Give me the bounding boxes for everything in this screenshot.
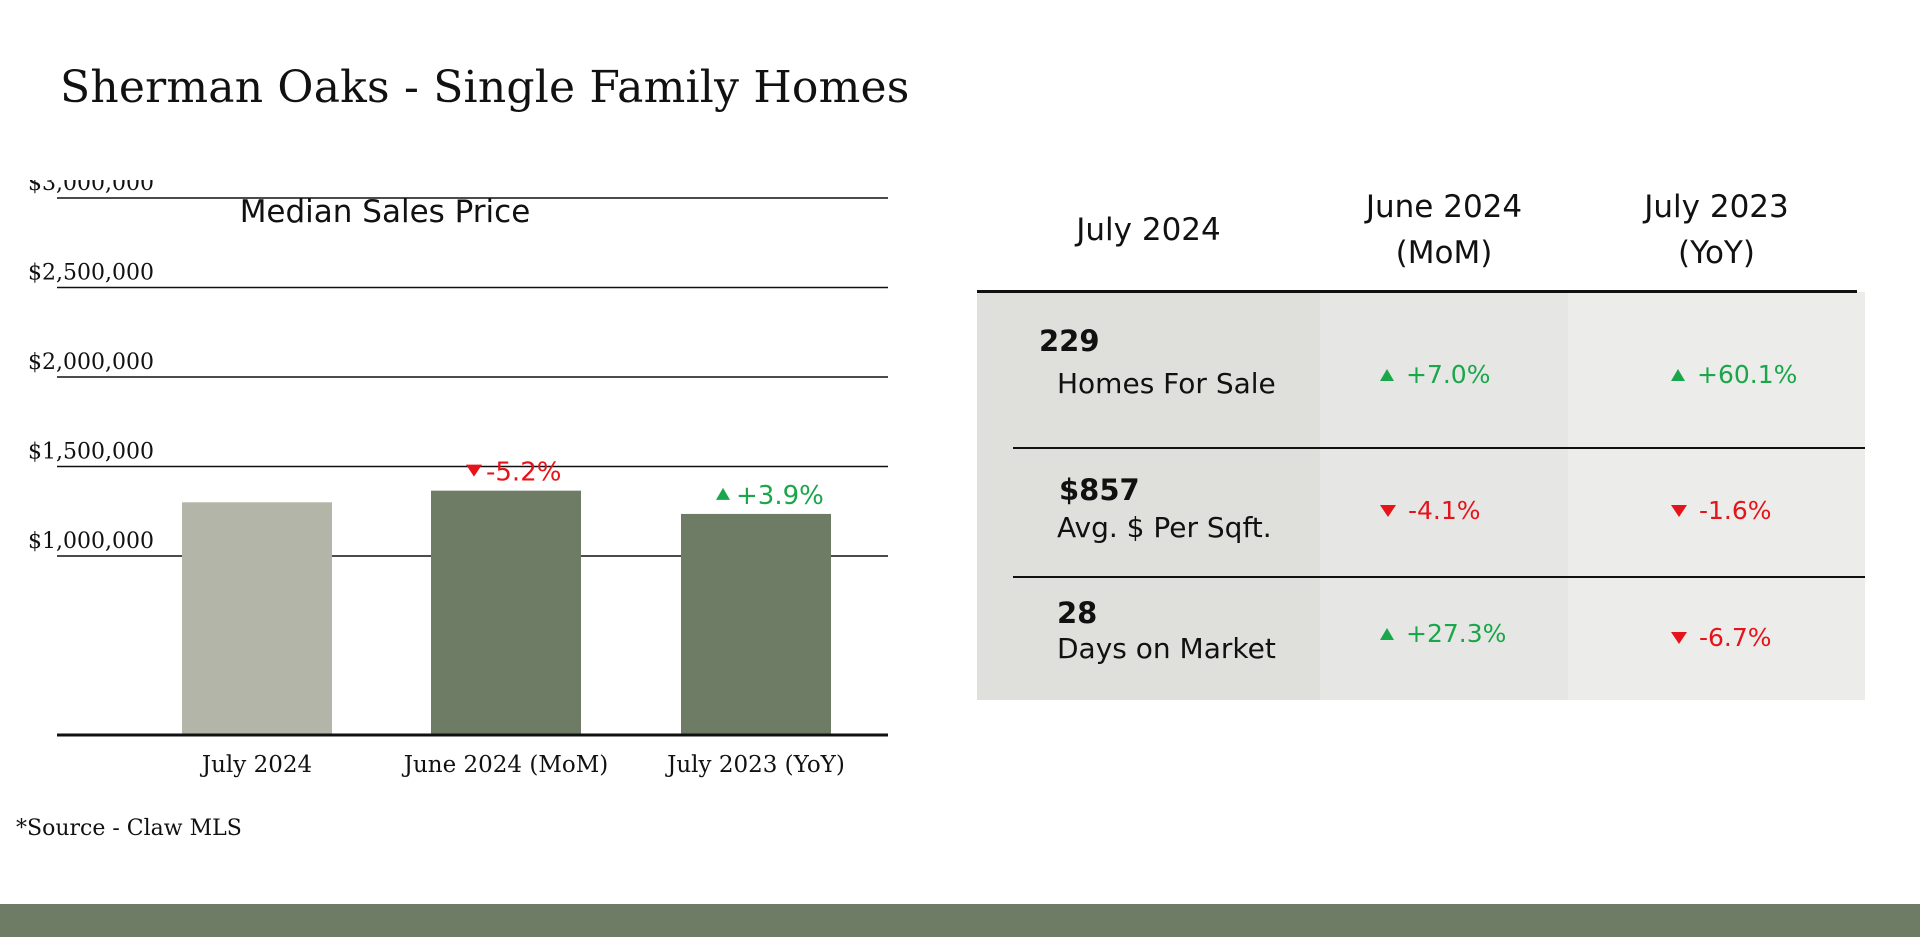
bar-july-2023-yoy (681, 513, 831, 734)
days-on-market-label: Days on Market (1057, 632, 1276, 665)
y-tick-label: $2,500,000 (28, 261, 154, 286)
stats-table: July 2024 June 2024 (MoM) July 2023 (YoY… (977, 180, 1865, 700)
y-tick-label: $3,000,000 (28, 180, 154, 196)
x-tick-label: July 2024 (200, 752, 312, 778)
header-divider (977, 290, 1857, 293)
footer-band (0, 904, 1920, 937)
column-bg-mom (1320, 292, 1568, 700)
page-title: Sherman Oaks - Single Family Homes (60, 62, 910, 113)
header-mom: June 2024 (MoM) (1365, 189, 1523, 271)
down-arrow-icon (1380, 504, 1396, 517)
up-arrow-icon (1380, 368, 1394, 381)
days-on-market-mom: +27.3% (1380, 619, 1506, 648)
down-arrow-icon (1671, 631, 1687, 644)
price-per-sqft-value: $857 (1059, 473, 1140, 507)
homes-for-sale-mom: +7.0% (1380, 360, 1490, 389)
days-on-market-value: 28 (1057, 596, 1098, 630)
source-note: *Source - Claw MLS (16, 816, 242, 841)
homes-for-sale-label: Homes For Sale (1057, 367, 1276, 400)
homes-for-sale-yoy: +60.1% (1671, 360, 1797, 389)
bar-change-label: +3.9% (736, 481, 824, 511)
days-on-market-yoy: -6.7% (1671, 623, 1772, 652)
down-arrow-icon (1671, 504, 1687, 517)
bar-change-label: -5.2% (486, 458, 561, 488)
x-tick-label: July 2023 (YoY) (665, 752, 845, 778)
header-current: July 2024 (1076, 212, 1221, 248)
row-divider (1013, 576, 1865, 578)
price-per-sqft-mom: -4.1% (1380, 496, 1481, 525)
price-per-sqft-yoy: -1.6% (1671, 496, 1772, 525)
header-yoy: July 2023 (YoY) (1644, 189, 1789, 271)
price-per-sqft-label: Avg. $ Per Sqft. (1057, 511, 1272, 544)
up-arrow-icon (716, 487, 730, 500)
homes-for-sale-value: 229 (1039, 324, 1100, 358)
y-tick-label: $1,500,000 (28, 440, 154, 465)
median-sales-price-chart: Median Sales Price $1,000,000 $1,500,000 $… (28, 180, 888, 778)
column-bg-current (977, 292, 1320, 700)
bar-july-2024 (182, 502, 332, 734)
x-tick-label: June 2024 (MoM) (402, 752, 609, 778)
chart-title: Median Sales Price (240, 194, 531, 230)
column-bg-yoy (1568, 292, 1865, 700)
y-tick-label: $1,000,000 (28, 529, 154, 554)
y-tick-label: $2,000,000 (28, 350, 154, 375)
up-arrow-icon (1671, 368, 1685, 381)
bar-june-2024-mom (431, 490, 581, 734)
up-arrow-icon (1380, 627, 1394, 640)
row-divider (1013, 447, 1865, 449)
down-arrow-icon (466, 464, 482, 477)
